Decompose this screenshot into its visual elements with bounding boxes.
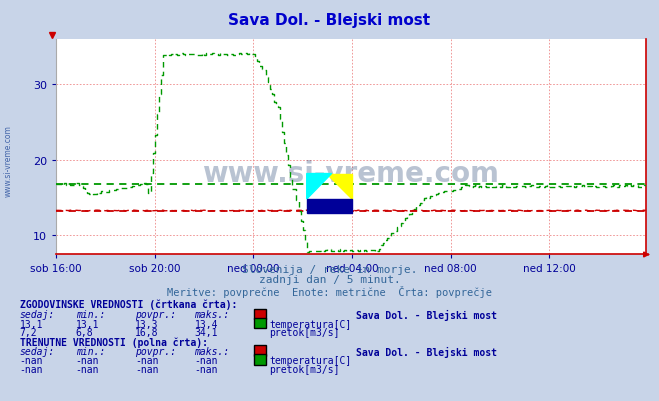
Text: -nan: -nan xyxy=(20,355,43,365)
Text: -nan: -nan xyxy=(135,355,159,365)
Text: min.:: min.: xyxy=(76,346,105,356)
Text: maks.:: maks.: xyxy=(194,346,229,356)
Text: TRENUTNE VREDNOSTI (polna črta):: TRENUTNE VREDNOSTI (polna črta): xyxy=(20,337,208,347)
Text: -nan: -nan xyxy=(76,364,100,374)
Text: 13,3: 13,3 xyxy=(135,319,159,329)
Text: Sava Dol. - Blejski most: Sava Dol. - Blejski most xyxy=(229,13,430,28)
Text: min.:: min.: xyxy=(76,310,105,320)
Text: 6,8: 6,8 xyxy=(76,328,94,338)
Text: pretok[m3/s]: pretok[m3/s] xyxy=(270,328,340,338)
Text: Meritve: povprečne  Enote: metrične  Črta: povprečje: Meritve: povprečne Enote: metrične Črta:… xyxy=(167,286,492,298)
Polygon shape xyxy=(327,174,352,200)
Text: 13,1: 13,1 xyxy=(76,319,100,329)
Text: ZGODOVINSKE VREDNOSTI (črtkana črta):: ZGODOVINSKE VREDNOSTI (črtkana črta): xyxy=(20,299,237,309)
Text: maks.:: maks.: xyxy=(194,310,229,320)
Text: povpr.:: povpr.: xyxy=(135,346,176,356)
Text: Sava Dol. - Blejski most: Sava Dol. - Blejski most xyxy=(356,310,497,320)
Text: temperatura[C]: temperatura[C] xyxy=(270,319,352,329)
Text: www.si-vreme.com: www.si-vreme.com xyxy=(202,159,500,187)
Text: zadnji dan / 5 minut.: zadnji dan / 5 minut. xyxy=(258,275,401,285)
Text: -nan: -nan xyxy=(194,364,218,374)
Polygon shape xyxy=(306,200,352,213)
Text: 13,4: 13,4 xyxy=(194,319,218,329)
Text: sedaj:: sedaj: xyxy=(20,310,55,320)
Text: -nan: -nan xyxy=(135,364,159,374)
Text: 34,1: 34,1 xyxy=(194,328,218,338)
Text: -nan: -nan xyxy=(20,364,43,374)
Text: www.si-vreme.com: www.si-vreme.com xyxy=(3,125,13,196)
Text: 7,2: 7,2 xyxy=(20,328,38,338)
Text: temperatura[C]: temperatura[C] xyxy=(270,355,352,365)
Text: sedaj:: sedaj: xyxy=(20,346,55,356)
Text: Sava Dol. - Blejski most: Sava Dol. - Blejski most xyxy=(356,346,497,356)
Text: povpr.:: povpr.: xyxy=(135,310,176,320)
Text: -nan: -nan xyxy=(76,355,100,365)
Polygon shape xyxy=(306,174,331,200)
Text: pretok[m3/s]: pretok[m3/s] xyxy=(270,364,340,374)
Text: -nan: -nan xyxy=(194,355,218,365)
Text: 13,1: 13,1 xyxy=(20,319,43,329)
Text: Slovenija / reke in morje.: Slovenija / reke in morje. xyxy=(242,265,417,275)
Text: 16,8: 16,8 xyxy=(135,328,159,338)
